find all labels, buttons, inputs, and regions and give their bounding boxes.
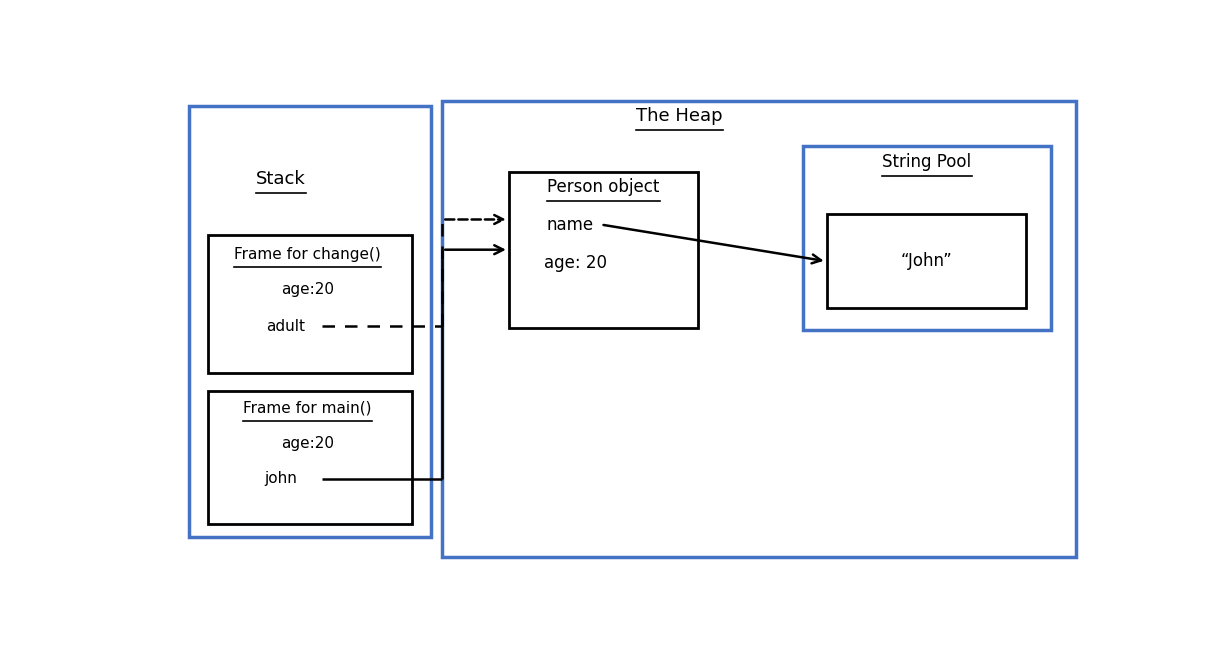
Text: Person object: Person object (547, 178, 660, 196)
Text: String Pool: String Pool (883, 152, 972, 171)
Text: age: 20: age: 20 (543, 254, 607, 272)
FancyBboxPatch shape (803, 146, 1051, 330)
Text: age:20: age:20 (282, 283, 334, 298)
FancyBboxPatch shape (826, 215, 1026, 307)
Text: Frame for change(): Frame for change() (234, 247, 381, 262)
Text: Frame for main(): Frame for main() (244, 401, 372, 416)
FancyBboxPatch shape (188, 106, 431, 537)
Text: The Heap: The Heap (636, 107, 723, 126)
FancyBboxPatch shape (509, 171, 699, 328)
FancyBboxPatch shape (208, 390, 412, 524)
Text: john: john (264, 472, 297, 487)
Text: age:20: age:20 (282, 436, 334, 451)
Text: adult: adult (267, 318, 305, 334)
Text: name: name (547, 216, 594, 233)
FancyBboxPatch shape (442, 101, 1076, 557)
FancyBboxPatch shape (208, 235, 412, 373)
Text: “John”: “John” (900, 252, 952, 270)
Text: Stack: Stack (256, 170, 306, 188)
